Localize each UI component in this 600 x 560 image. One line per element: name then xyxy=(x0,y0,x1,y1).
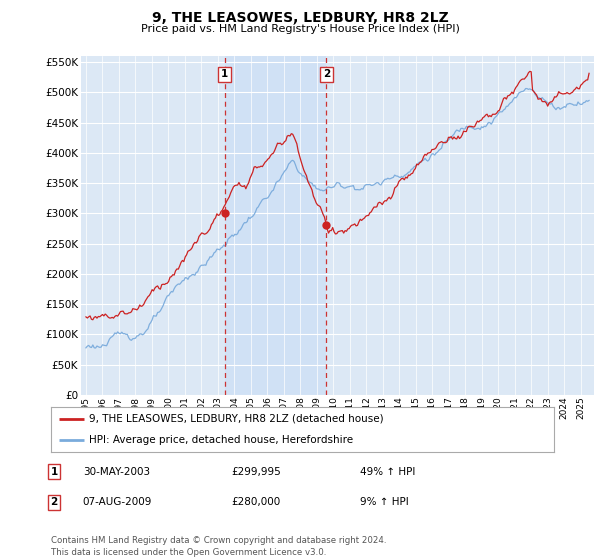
Text: 2: 2 xyxy=(323,69,330,79)
Text: 30-MAY-2003: 30-MAY-2003 xyxy=(83,466,150,477)
Text: 1: 1 xyxy=(221,69,228,79)
Text: 9% ↑ HPI: 9% ↑ HPI xyxy=(360,497,409,507)
Text: 49% ↑ HPI: 49% ↑ HPI xyxy=(360,466,415,477)
Text: 2: 2 xyxy=(50,497,58,507)
Text: 1: 1 xyxy=(50,466,58,477)
Text: £299,995: £299,995 xyxy=(231,466,281,477)
Bar xyxy=(224,56,326,395)
Text: 07-AUG-2009: 07-AUG-2009 xyxy=(83,497,152,507)
Text: HPI: Average price, detached house, Herefordshire: HPI: Average price, detached house, Here… xyxy=(89,435,353,445)
Text: Price paid vs. HM Land Registry's House Price Index (HPI): Price paid vs. HM Land Registry's House … xyxy=(140,24,460,34)
Text: £280,000: £280,000 xyxy=(231,497,280,507)
Text: Contains HM Land Registry data © Crown copyright and database right 2024.
This d: Contains HM Land Registry data © Crown c… xyxy=(51,536,386,557)
Text: 9, THE LEASOWES, LEDBURY, HR8 2LZ: 9, THE LEASOWES, LEDBURY, HR8 2LZ xyxy=(152,11,448,25)
Text: 9, THE LEASOWES, LEDBURY, HR8 2LZ (detached house): 9, THE LEASOWES, LEDBURY, HR8 2LZ (detac… xyxy=(89,414,383,424)
